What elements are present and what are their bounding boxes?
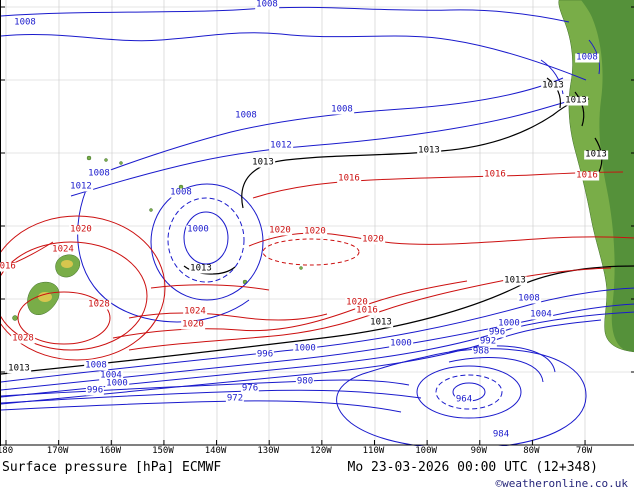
island	[104, 158, 108, 162]
island	[119, 161, 123, 165]
pressure-map: 1008 1008 1008 1008 1012 1013 1013 1016 1016 1008…	[0, 0, 634, 446]
copyright-row: ©weatheronline.co.uk	[0, 477, 634, 490]
longitude-label-70W: 70W	[575, 446, 593, 456]
isobars-red	[1, 171, 634, 361]
longitude-axis: 180 170W 160W 150W 140W 130W 120W 110W 100W 90W 80…	[0, 446, 634, 459]
valid-datetime-label: Mo 23-03-2026 00:00 UTC (12+348)	[347, 460, 598, 475]
chart-title: Surface pressure [hPa] ECMWF	[2, 460, 222, 475]
isobar-canvas	[1, 0, 634, 446]
grid-lines	[1, 0, 634, 445]
longitude-label-150W: 150W	[152, 446, 174, 456]
longitude-label-100W: 100W	[415, 446, 437, 456]
tick-marks	[1, 6, 634, 445]
landmass-americas-highlands	[581, 0, 634, 352]
longitude-label-110W: 110W	[362, 446, 385, 456]
island	[299, 266, 303, 270]
island	[178, 184, 184, 190]
longitude-label-120W: 120W	[309, 446, 332, 456]
longitude-label-80W: 80W	[523, 446, 540, 456]
longitude-label-170W: 170W	[46, 446, 69, 456]
longitude-label-90W: 90W	[470, 446, 487, 456]
isobars-blue	[1, 6, 634, 446]
longitude-label-130W: 130W	[257, 446, 280, 456]
terrain-patch	[61, 260, 73, 268]
longitude-label-160W: 160W	[99, 446, 122, 456]
caption-bar: Surface pressure [hPa] ECMWF Mo 23-03-20…	[0, 459, 634, 477]
longitude-label-180: 180	[0, 446, 14, 456]
island	[149, 208, 153, 212]
terrain-patch	[38, 292, 52, 302]
island	[12, 315, 18, 321]
longitude-label-140W: 140W	[204, 446, 227, 456]
copyright-text: ©weatheronline.co.uk	[495, 477, 628, 490]
island	[86, 155, 92, 161]
